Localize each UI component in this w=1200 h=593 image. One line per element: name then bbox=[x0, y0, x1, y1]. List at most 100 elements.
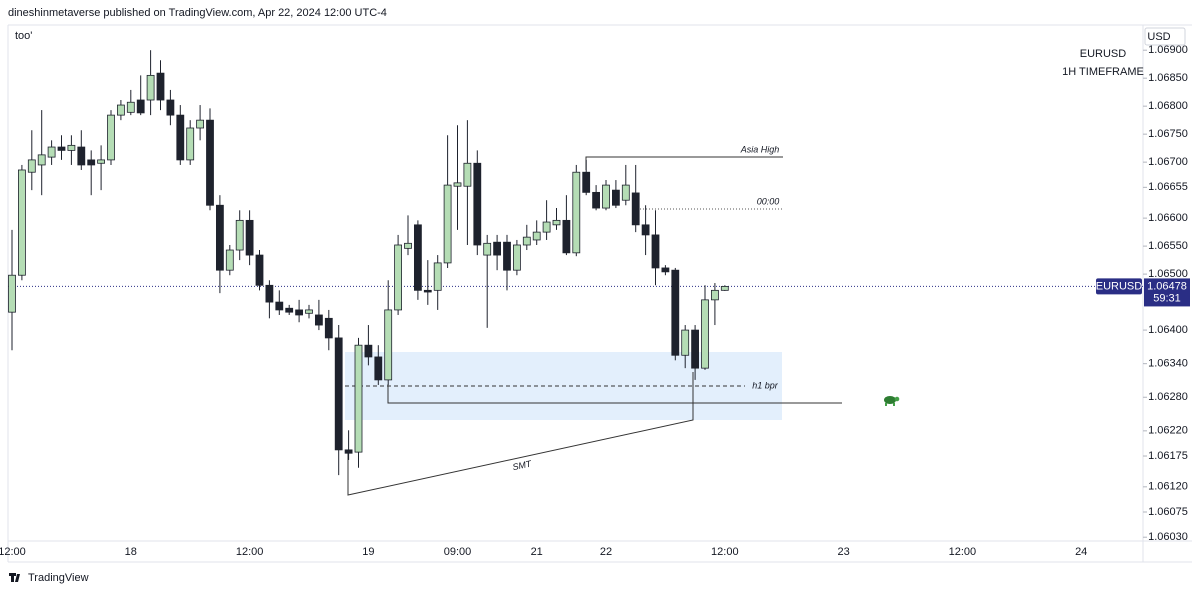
up-body bbox=[394, 244, 403, 311]
up-body bbox=[513, 244, 521, 271]
up-body bbox=[443, 184, 452, 264]
chart-subtitle: 1H TIMEFRAME bbox=[1062, 66, 1144, 78]
up-body bbox=[47, 146, 56, 158]
down-body bbox=[562, 219, 571, 254]
indicator: too' bbox=[15, 30, 32, 42]
up-body bbox=[225, 249, 234, 271]
down-body bbox=[136, 99, 145, 114]
y-tick-label: 1.06030 bbox=[1148, 531, 1188, 543]
up-body bbox=[117, 104, 125, 116]
up-body bbox=[196, 119, 205, 129]
down-body bbox=[77, 146, 86, 166]
y-tick-label: 1.06400 bbox=[1148, 324, 1188, 336]
candles bbox=[8, 50, 729, 476]
down-body bbox=[423, 289, 432, 293]
y-tick-label: 1.06075 bbox=[1148, 506, 1188, 518]
x-tick-label: 21 bbox=[531, 546, 543, 558]
up-body bbox=[186, 127, 195, 161]
midnight-label: 00:00 bbox=[757, 196, 780, 206]
down-body bbox=[295, 309, 304, 316]
x-tick-label: 18 bbox=[125, 546, 137, 558]
down-body bbox=[334, 337, 343, 451]
up-body bbox=[354, 344, 363, 453]
down-body bbox=[57, 146, 66, 151]
up-body bbox=[235, 219, 244, 251]
up-body bbox=[17, 169, 26, 276]
last-price-label: 1.06478 bbox=[1147, 280, 1187, 292]
y-tick-label: 1.06900 bbox=[1148, 44, 1188, 56]
down-body bbox=[661, 267, 670, 273]
byline: dineshinmetaverse published on TradingVi… bbox=[8, 7, 387, 19]
y-tick-label: 1.06750 bbox=[1148, 128, 1188, 140]
up-body bbox=[453, 182, 462, 187]
y-tick-label: 1.06120 bbox=[1148, 481, 1188, 493]
turtle-icon bbox=[884, 396, 900, 406]
x-tick-label: 19 bbox=[362, 546, 374, 558]
up-body bbox=[542, 221, 551, 233]
up-body bbox=[384, 309, 393, 381]
up-body bbox=[433, 262, 442, 291]
down-body bbox=[215, 204, 224, 271]
up-body bbox=[67, 144, 76, 151]
up-body bbox=[681, 329, 690, 356]
y-tick-label: 1.06550 bbox=[1148, 240, 1188, 252]
down-body bbox=[87, 159, 96, 166]
down-body bbox=[651, 234, 660, 269]
y-tick-label: 1.06850 bbox=[1148, 72, 1188, 84]
chart-title: EURUSD bbox=[1080, 48, 1127, 60]
y-tick-label: 1.06175 bbox=[1148, 450, 1188, 462]
down-body bbox=[691, 329, 699, 369]
up-body bbox=[97, 159, 105, 164]
x-tick-label: 23 bbox=[837, 546, 849, 558]
up-body bbox=[720, 286, 729, 291]
down-body bbox=[344, 449, 353, 454]
up-body bbox=[305, 309, 313, 314]
down-body bbox=[473, 162, 482, 246]
down-body bbox=[612, 189, 620, 206]
symbol-label-box bbox=[1096, 278, 1142, 295]
y-tick-label: 1.06655 bbox=[1148, 181, 1188, 193]
up-body bbox=[572, 171, 581, 254]
last-price-box bbox=[1144, 278, 1190, 307]
smt-line bbox=[347, 372, 694, 496]
y-tick-label: 1.06500 bbox=[1148, 268, 1188, 280]
up-body bbox=[404, 242, 412, 249]
x-tick-label: 09:00 bbox=[444, 546, 472, 558]
up-body bbox=[146, 74, 155, 101]
down-body bbox=[166, 99, 175, 116]
x-tick-label: 12:00 bbox=[949, 546, 977, 558]
smt-label: SMT bbox=[512, 458, 534, 472]
up-body bbox=[621, 184, 630, 201]
up-body bbox=[8, 274, 16, 313]
down-body bbox=[245, 219, 254, 256]
bpr-label: h1 bpr bbox=[752, 380, 779, 390]
up-body bbox=[126, 101, 135, 113]
currency-box[interactable] bbox=[1144, 27, 1186, 46]
y-tick-label: 1.06280 bbox=[1148, 391, 1188, 403]
y-tick-label: 1.06700 bbox=[1148, 156, 1188, 168]
up-body bbox=[522, 236, 531, 246]
up-body bbox=[701, 299, 709, 369]
up-body bbox=[711, 289, 719, 301]
down-body bbox=[631, 192, 640, 226]
down-body bbox=[285, 307, 294, 313]
y-tick-label: 1.06800 bbox=[1148, 100, 1188, 112]
up-body bbox=[532, 231, 541, 241]
down-body bbox=[314, 314, 323, 326]
down-body bbox=[255, 254, 264, 286]
x-tick-label: 22 bbox=[600, 546, 612, 558]
down-body bbox=[582, 171, 591, 193]
low-line bbox=[387, 384, 842, 404]
x-tick-label: 12:00 bbox=[236, 546, 264, 558]
up-body bbox=[107, 114, 115, 161]
x-tick-label: 24 bbox=[1075, 546, 1087, 558]
symbol-label: EURUSD bbox=[1096, 280, 1143, 292]
down-body bbox=[374, 356, 383, 381]
x-tick-label: 12:00 bbox=[0, 546, 26, 558]
asia-high-label: Asia High bbox=[740, 144, 780, 154]
down-body bbox=[156, 72, 165, 101]
down-body bbox=[671, 269, 680, 356]
down-body bbox=[493, 241, 502, 256]
down-body bbox=[176, 114, 185, 161]
down-body bbox=[265, 284, 274, 303]
